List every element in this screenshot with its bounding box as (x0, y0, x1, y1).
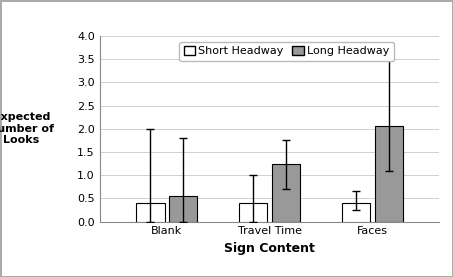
Bar (169, 196, 198, 222)
X-axis label: Sign Content: Sign Content (224, 242, 315, 255)
Bar (342, 203, 371, 222)
Bar (136, 203, 164, 222)
Y-axis label: Expected
Number of
Looks: Expected Number of Looks (0, 112, 54, 145)
Bar (375, 127, 403, 222)
Legend: Short Headway, Long Headway: Short Headway, Long Headway (179, 42, 394, 61)
Bar (272, 164, 300, 222)
Bar (239, 203, 267, 222)
